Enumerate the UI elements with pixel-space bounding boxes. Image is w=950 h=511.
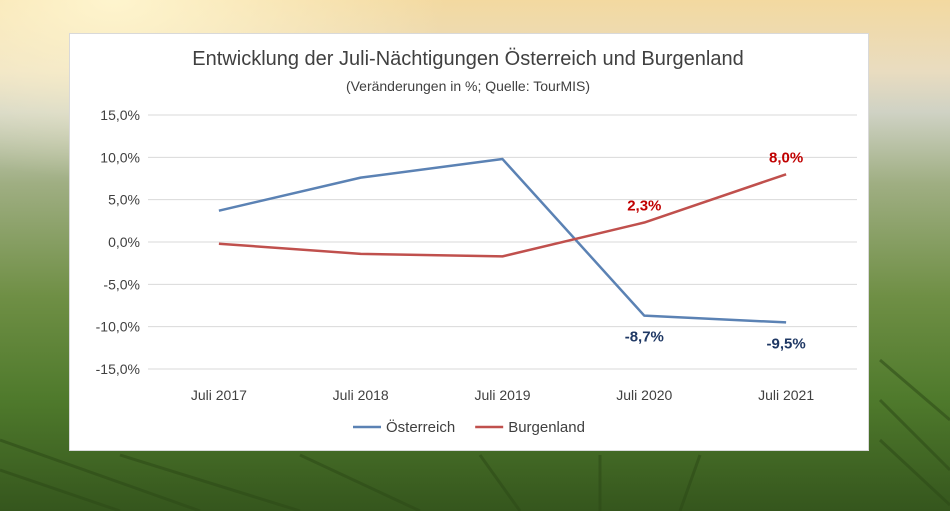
y-tick-label: 5,0% xyxy=(108,192,140,208)
y-axis-tick-labels: 15,0% 10,0% 5,0% 0,0% -5,0% -10,0% -15,0% xyxy=(96,107,140,377)
y-tick-label: -10,0% xyxy=(96,319,140,335)
series-line-1 xyxy=(218,173,787,258)
x-tick-label: Juli 2019 xyxy=(474,387,530,403)
y-tick-label: 10,0% xyxy=(100,149,140,165)
series-lines xyxy=(218,157,787,324)
gridlines xyxy=(148,114,857,370)
legend-label: Burgenland xyxy=(508,419,585,436)
line-chart: Entwicklung der Juli-Nächtigungen Österr… xyxy=(96,48,857,436)
x-tick-label: Juli 2020 xyxy=(616,387,672,403)
x-tick-label: Juli 2021 xyxy=(758,387,814,403)
chart-title: Entwicklung der Juli-Nächtigungen Österr… xyxy=(192,48,743,70)
y-tick-label: -15,0% xyxy=(96,361,140,377)
data-label: 8,0% xyxy=(769,149,803,166)
data-label: 2,3% xyxy=(627,198,661,215)
data-label: -8,7% xyxy=(625,329,664,346)
series-line-0 xyxy=(218,157,787,324)
legend-label: Österreich xyxy=(386,418,455,436)
chart-subtitle: (Veränderungen in %; Quelle: TourMIS) xyxy=(346,78,590,94)
y-tick-label: -5,0% xyxy=(103,276,140,292)
data-labels: -8,7% -9,5% 2,3% 8,0% xyxy=(625,149,806,352)
chart-panel: Entwicklung der Juli-Nächtigungen Österr… xyxy=(69,33,869,451)
legend: Österreich Burgenland xyxy=(353,418,585,436)
x-axis-tick-labels: Juli 2017 Juli 2018 Juli 2019 Juli 2020 Juli… xyxy=(191,387,814,403)
y-tick-label: 15,0% xyxy=(100,107,140,123)
x-tick-label: Juli 2018 xyxy=(333,387,389,403)
data-label: -9,5% xyxy=(767,335,806,352)
x-tick-label: Juli 2017 xyxy=(191,387,247,403)
y-tick-label: 0,0% xyxy=(108,234,140,250)
